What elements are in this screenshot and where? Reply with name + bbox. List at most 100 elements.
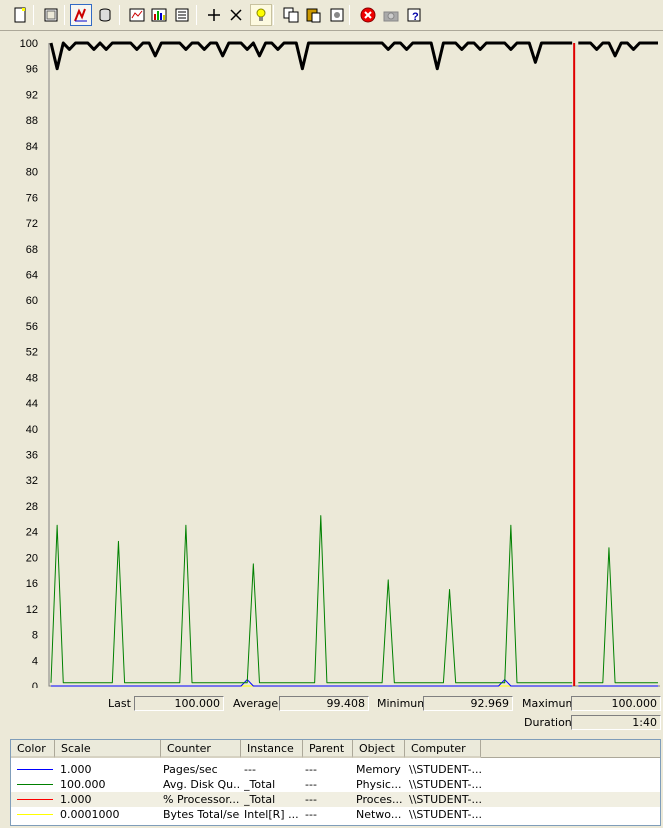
y-tick-label: 92 bbox=[26, 89, 38, 101]
legend-cell-instance: Intel[R] ... bbox=[244, 808, 299, 821]
legend-cell-scale: 0.0001000 bbox=[60, 808, 120, 821]
delete-counter-button[interactable] bbox=[225, 4, 247, 26]
legend-cell-instance: _Total bbox=[244, 778, 276, 791]
legend-color-swatch bbox=[17, 769, 53, 770]
legend-cell-object: Netwo... bbox=[356, 808, 402, 821]
plot-area bbox=[49, 43, 660, 686]
maximum-label: Maximum bbox=[522, 697, 577, 710]
legend-cell-scale: 100.000 bbox=[60, 778, 106, 791]
last-value: 100.000 bbox=[134, 696, 224, 711]
legend-cell-instance: _Total bbox=[244, 793, 276, 806]
maximum-value: 100.000 bbox=[571, 696, 661, 711]
average-label: Average bbox=[233, 697, 279, 710]
legend-cell-computer: \\STUDENT-... bbox=[409, 793, 482, 806]
highlight-button[interactable] bbox=[250, 4, 272, 26]
legend-cell-parent: --- bbox=[305, 778, 317, 791]
update-data-button[interactable] bbox=[380, 4, 402, 26]
svg-text:?: ? bbox=[412, 11, 419, 23]
y-tick-label: 52 bbox=[26, 347, 38, 359]
series-line-pages-sec bbox=[51, 679, 658, 687]
minimum-label: Minimum bbox=[377, 697, 428, 710]
legend-cell-counter: % Processor... bbox=[163, 793, 240, 806]
legend-column-parent[interactable]: Parent bbox=[303, 740, 353, 758]
legend-row[interactable]: 0.0001000 Bytes Total/sec Intel[R] ... --- N… bbox=[11, 807, 660, 822]
y-tick-label: 40 bbox=[26, 424, 38, 436]
add-counter-button[interactable] bbox=[203, 4, 225, 26]
legend-column-object[interactable]: Object bbox=[353, 740, 405, 758]
legend-row[interactable]: 1.000 % Processor... _Total --- Proces... \\S… bbox=[11, 792, 660, 807]
legend-cell-computer: \\STUDENT-... bbox=[409, 778, 482, 791]
legend-color-swatch bbox=[17, 784, 53, 785]
toolbar-separator bbox=[64, 5, 65, 25]
legend-column-scale[interactable]: Scale bbox=[55, 740, 161, 758]
performance-chart: 100 96 92 88 84 80 76 72 68 64 60 56 52 48 44 40 36 32 28 2… bbox=[0, 32, 663, 688]
legend-cell-counter: Bytes Total/sec bbox=[163, 808, 240, 821]
y-tick-label: 12 bbox=[26, 604, 38, 616]
y-tick-label: 20 bbox=[26, 552, 38, 564]
legend-cell-counter: Avg. Disk Qu... bbox=[163, 778, 240, 791]
y-tick-label: 64 bbox=[26, 269, 38, 281]
y-tick-label: 88 bbox=[26, 115, 38, 127]
legend-row[interactable]: 1.000 Pages/sec --- --- Memory \\STUDENT-... bbox=[11, 762, 660, 777]
toolbar: ? bbox=[0, 0, 663, 31]
new-counter-set-button[interactable] bbox=[9, 4, 31, 26]
clear-display-button[interactable] bbox=[40, 4, 62, 26]
chart-svg: 1009692888480767268646056524844403632282… bbox=[20, 38, 660, 688]
stop-red-icon bbox=[360, 7, 376, 23]
lightbulb-icon bbox=[253, 7, 269, 23]
view-log-data-button[interactable] bbox=[94, 4, 116, 26]
y-tick-label: 48 bbox=[26, 372, 38, 384]
y-tick-label: 28 bbox=[26, 501, 38, 513]
view-current-activity-button[interactable] bbox=[70, 4, 92, 26]
legend-column-counter[interactable]: Counter bbox=[161, 740, 241, 758]
properties-button[interactable] bbox=[326, 4, 348, 26]
legend-cell-computer: \\STUDENT-... bbox=[409, 808, 482, 821]
y-tick-label: 76 bbox=[26, 192, 38, 204]
camera-icon bbox=[383, 7, 399, 23]
copy-properties-button[interactable] bbox=[280, 4, 302, 26]
y-tick-label: 68 bbox=[26, 244, 38, 256]
minimum-value: 92.969 bbox=[423, 696, 513, 711]
legend-column-instance[interactable]: Instance bbox=[241, 740, 303, 758]
toolbar-separator bbox=[33, 5, 34, 25]
view-histogram-button[interactable] bbox=[148, 4, 170, 26]
new-document-icon bbox=[12, 7, 28, 23]
y-tick-label: 32 bbox=[26, 475, 38, 487]
properties-icon bbox=[329, 7, 345, 23]
view-graph-button[interactable] bbox=[126, 4, 148, 26]
duration-label: Duration bbox=[524, 716, 572, 729]
y-tick-label: 44 bbox=[26, 398, 38, 410]
legend-column-color[interactable]: Color bbox=[11, 740, 55, 758]
legend-header: Color Scale Counter Instance Parent Object Com… bbox=[11, 740, 660, 758]
copy-icon bbox=[283, 7, 299, 23]
y-tick-label: 36 bbox=[26, 450, 38, 462]
current-activity-icon bbox=[73, 7, 89, 23]
duration-value: 1:40 bbox=[571, 715, 661, 730]
average-value: 99.408 bbox=[279, 696, 369, 711]
y-tick-label: 84 bbox=[26, 141, 38, 153]
y-tick-label: 24 bbox=[26, 527, 38, 539]
histogram-icon bbox=[151, 7, 167, 23]
y-tick-label: 8 bbox=[32, 630, 38, 642]
last-label: Last bbox=[108, 697, 131, 710]
paste-counter-list-button[interactable] bbox=[302, 4, 324, 26]
view-report-button[interactable] bbox=[171, 4, 193, 26]
y-tick-label: 72 bbox=[26, 218, 38, 230]
toolbar-separator bbox=[349, 5, 350, 25]
y-tick-label: 96 bbox=[26, 64, 38, 76]
legend-cell-object: Physic... bbox=[356, 778, 402, 791]
legend-color-swatch bbox=[17, 814, 53, 815]
freeze-display-button[interactable] bbox=[357, 4, 379, 26]
toolbar-separator bbox=[273, 5, 274, 25]
help-icon: ? bbox=[407, 7, 423, 23]
legend-row[interactable]: 100.000 Avg. Disk Qu... _Total --- Physic...… bbox=[11, 777, 660, 792]
legend-column-computer[interactable]: Computer bbox=[405, 740, 481, 758]
help-button[interactable]: ? bbox=[404, 4, 426, 26]
y-tick-label: 56 bbox=[26, 321, 38, 333]
y-tick-label: 4 bbox=[32, 655, 38, 667]
y-tick-label: 16 bbox=[26, 578, 38, 590]
graph-view-icon bbox=[129, 7, 145, 23]
y-tick-label: 0 bbox=[32, 681, 38, 688]
legend-color-swatch bbox=[17, 799, 53, 800]
plus-icon bbox=[206, 7, 222, 23]
